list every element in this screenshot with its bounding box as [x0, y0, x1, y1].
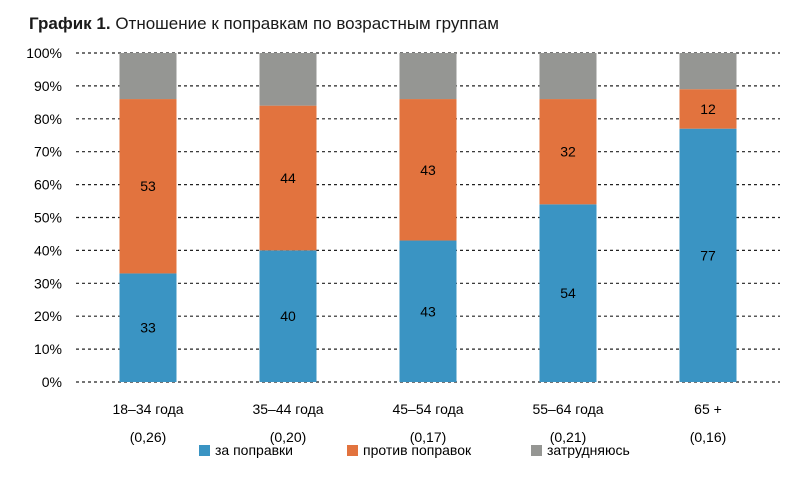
bar-segment	[679, 89, 737, 129]
y-tick-label: 80%	[34, 111, 62, 127]
bar-segment	[399, 53, 457, 100]
data-label: 40	[280, 308, 296, 324]
x-tick-label: 55–64 года	[532, 401, 603, 417]
x-tick-label: 65 +	[694, 401, 722, 417]
legend-swatch	[199, 445, 210, 456]
title-text: Отношение к поправкам по возрастным груп…	[115, 14, 499, 33]
y-tick-label: 40%	[34, 242, 62, 258]
x-tick-label: 35–44 года	[252, 401, 323, 417]
bar-segment	[679, 53, 737, 90]
legend-label: за поправки	[215, 442, 293, 458]
data-label: 54	[560, 285, 576, 301]
bar-segment	[539, 204, 597, 382]
y-tick-label: 10%	[34, 341, 62, 357]
bar-segment	[259, 105, 317, 251]
y-tick-label: 30%	[34, 275, 62, 291]
data-label: 43	[420, 303, 436, 319]
y-tick-label: 70%	[34, 144, 62, 160]
bar-segment	[259, 53, 317, 106]
bar-segment	[399, 240, 457, 382]
bar-segment	[119, 53, 177, 100]
x-tick-sublabel: (0,20)	[270, 429, 307, 445]
y-tick-label: 100%	[26, 45, 62, 61]
x-tick-label: 18–34 года	[112, 401, 183, 417]
chart-title: График 1. Отношение к поправкам по возра…	[29, 14, 499, 34]
data-label: 44	[280, 170, 296, 186]
y-tick-label: 90%	[34, 78, 62, 94]
y-tick-label: 60%	[34, 177, 62, 193]
data-label: 33	[140, 320, 156, 336]
legend-label: затрудняюсь	[547, 442, 630, 458]
bar-segment	[119, 99, 177, 274]
bar-segment	[679, 128, 737, 382]
bar-segment	[119, 273, 177, 382]
x-tick-sublabel: (0,16)	[690, 429, 727, 445]
title-bold: График 1.	[29, 14, 111, 33]
x-tick-sublabel: (0,17)	[410, 429, 447, 445]
data-label: 77	[700, 247, 716, 263]
bar-segment	[539, 53, 597, 100]
x-tick-label: 45–54 года	[392, 401, 463, 417]
legend-swatch	[531, 445, 542, 456]
y-tick-label: 0%	[42, 374, 62, 390]
bar-segment	[399, 99, 457, 241]
x-tick-sublabel: (0,26)	[130, 429, 167, 445]
data-label: 12	[700, 101, 716, 117]
legend-label: против поправок	[363, 442, 472, 458]
bar-segment	[259, 250, 317, 382]
y-tick-label: 50%	[34, 210, 62, 226]
y-tick-label: 20%	[34, 308, 62, 324]
x-tick-sublabel: (0,21)	[550, 429, 587, 445]
data-label: 43	[420, 162, 436, 178]
bar-segment	[539, 99, 597, 205]
data-label: 32	[560, 144, 576, 160]
data-label: 53	[140, 178, 156, 194]
legend-swatch	[347, 445, 358, 456]
